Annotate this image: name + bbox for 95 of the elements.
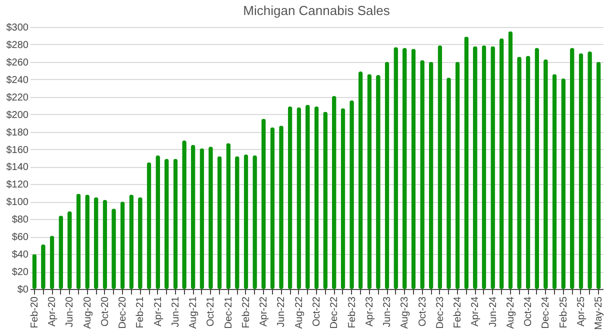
bar bbox=[67, 211, 72, 289]
bar bbox=[288, 106, 292, 289]
x-tick-label: Aug-21 bbox=[188, 296, 200, 329]
bar bbox=[190, 144, 196, 289]
bar bbox=[411, 48, 416, 289]
x-tick-label: Apr-21 bbox=[152, 296, 164, 327]
bar bbox=[244, 154, 248, 289]
bar bbox=[146, 162, 152, 289]
y-tick-label: $200 bbox=[6, 110, 29, 121]
x-tick-label: Jun-20 bbox=[64, 296, 76, 328]
x-tick-label: Apr-22 bbox=[258, 296, 270, 327]
y-tick-label: $120 bbox=[6, 180, 29, 191]
x-tick-label: Aug-20 bbox=[82, 296, 94, 329]
x-tick-label: Dec-21 bbox=[223, 296, 234, 329]
bar bbox=[173, 158, 178, 289]
bar bbox=[340, 108, 346, 289]
y-tick-label: $40 bbox=[12, 250, 29, 261]
y-tick-label: $60 bbox=[12, 232, 29, 244]
bar bbox=[261, 118, 266, 289]
bar bbox=[482, 45, 486, 289]
bar bbox=[270, 127, 275, 289]
y-tick-label: $180 bbox=[6, 127, 29, 138]
y-tick-label: $240 bbox=[6, 74, 29, 86]
bar bbox=[561, 78, 566, 289]
bar bbox=[596, 62, 601, 289]
x-tick-label: Dec-20 bbox=[118, 296, 129, 329]
x-tick-label: Apr-25 bbox=[576, 296, 587, 327]
x-tick-label: Jun-24 bbox=[488, 296, 499, 328]
x-tick-label: Aug-23 bbox=[400, 296, 411, 329]
bar bbox=[296, 107, 302, 289]
bar bbox=[499, 38, 504, 289]
x-tick-label: Feb-24 bbox=[452, 296, 464, 328]
x-tick-label: Apr-23 bbox=[364, 296, 376, 327]
bar bbox=[314, 106, 319, 289]
bar bbox=[402, 48, 407, 289]
y-tick-label: $160 bbox=[6, 144, 29, 156]
bar bbox=[464, 36, 469, 289]
x-tick-label: Aug-22 bbox=[294, 296, 305, 329]
bar bbox=[102, 200, 108, 289]
bar bbox=[570, 48, 574, 289]
x-tick-label: Oct-23 bbox=[417, 296, 428, 327]
bar bbox=[508, 31, 513, 289]
y-tick-label: $20 bbox=[12, 267, 29, 278]
bar bbox=[578, 53, 584, 289]
y-tick-label: $280 bbox=[6, 40, 29, 51]
y-tick-label: $100 bbox=[6, 197, 29, 208]
x-tick-label: Feb-22 bbox=[240, 296, 252, 328]
bar bbox=[234, 156, 240, 289]
chart-title: Michigan Cannabis Sales bbox=[243, 3, 390, 18]
y-tick-label: $300 bbox=[6, 22, 29, 34]
x-tick-label: Oct-20 bbox=[100, 296, 111, 327]
x-tick-label: Feb-25 bbox=[558, 296, 570, 328]
bar bbox=[394, 47, 398, 289]
y-tick-label: $80 bbox=[12, 214, 29, 226]
x-tick-label: May-25 bbox=[594, 296, 605, 330]
y-tick-label: $260 bbox=[6, 57, 29, 68]
y-tick-label: $220 bbox=[6, 92, 29, 104]
bar bbox=[332, 96, 336, 289]
bar bbox=[534, 48, 540, 289]
bar bbox=[94, 197, 98, 289]
bar bbox=[129, 194, 134, 289]
x-tick-label: Feb-21 bbox=[135, 296, 146, 328]
x-tick-label: Apr-20 bbox=[47, 296, 58, 327]
bar bbox=[438, 45, 442, 289]
y-tick-label: $140 bbox=[6, 162, 29, 174]
bar bbox=[526, 56, 530, 289]
bar bbox=[455, 62, 460, 289]
x-tick-label: Feb-20 bbox=[29, 296, 40, 328]
x-tick-label: Oct-22 bbox=[312, 296, 322, 327]
bar bbox=[367, 74, 372, 289]
bar bbox=[164, 158, 169, 289]
bar bbox=[472, 46, 478, 289]
bar bbox=[58, 216, 64, 289]
x-tick-label: Jun-23 bbox=[382, 296, 394, 328]
bar bbox=[428, 62, 434, 289]
x-tick-label: Feb-23 bbox=[346, 296, 358, 328]
x-tick-label: Dec-23 bbox=[434, 296, 446, 329]
x-tick-label: Oct-24 bbox=[523, 296, 534, 327]
bar bbox=[156, 155, 160, 289]
bar bbox=[358, 72, 363, 289]
x-tick-label: Jun-22 bbox=[276, 296, 288, 328]
bar bbox=[217, 156, 222, 289]
bar bbox=[384, 62, 390, 289]
bar bbox=[552, 74, 557, 289]
x-tick-label: Jun-21 bbox=[170, 296, 182, 328]
x-tick-label: Dec-24 bbox=[540, 296, 552, 329]
x-tick-label: Aug-24 bbox=[505, 296, 516, 329]
x-tick-label: Apr-24 bbox=[470, 296, 482, 327]
x-tick-label: Oct-21 bbox=[206, 296, 217, 327]
bar bbox=[200, 148, 204, 289]
bar bbox=[226, 143, 231, 289]
bar bbox=[76, 194, 81, 289]
x-tick-label: Dec-22 bbox=[329, 296, 340, 329]
bar bbox=[120, 202, 125, 289]
y-tick-label: $0 bbox=[17, 284, 29, 296]
